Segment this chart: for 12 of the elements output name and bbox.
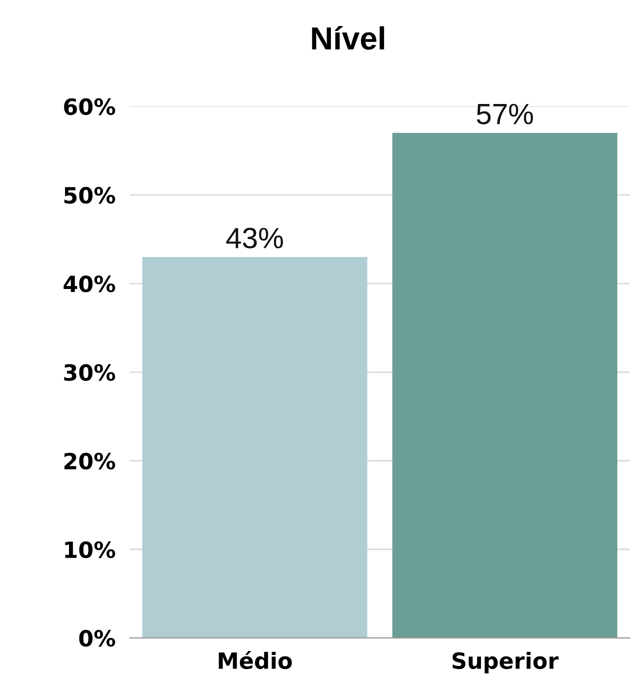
- y-tick-label: 60%: [64, 98, 116, 116]
- x-tick-label: Superior: [452, 652, 559, 674]
- y-tick-label: 10%: [65, 541, 116, 558]
- y-tick-label: 0%: [79, 630, 116, 647]
- x-tick-label: Médio: [218, 650, 292, 670]
- y-tick-label: 30%: [64, 364, 116, 381]
- chart-title: Nível: [312, 26, 384, 50]
- data-label: 57%: [476, 104, 533, 124]
- y-tick-label: 50%: [64, 186, 116, 204]
- data-label: 43%: [226, 228, 283, 248]
- y-tick-label: 40%: [64, 275, 116, 292]
- y-tick-label: 20%: [64, 452, 116, 470]
